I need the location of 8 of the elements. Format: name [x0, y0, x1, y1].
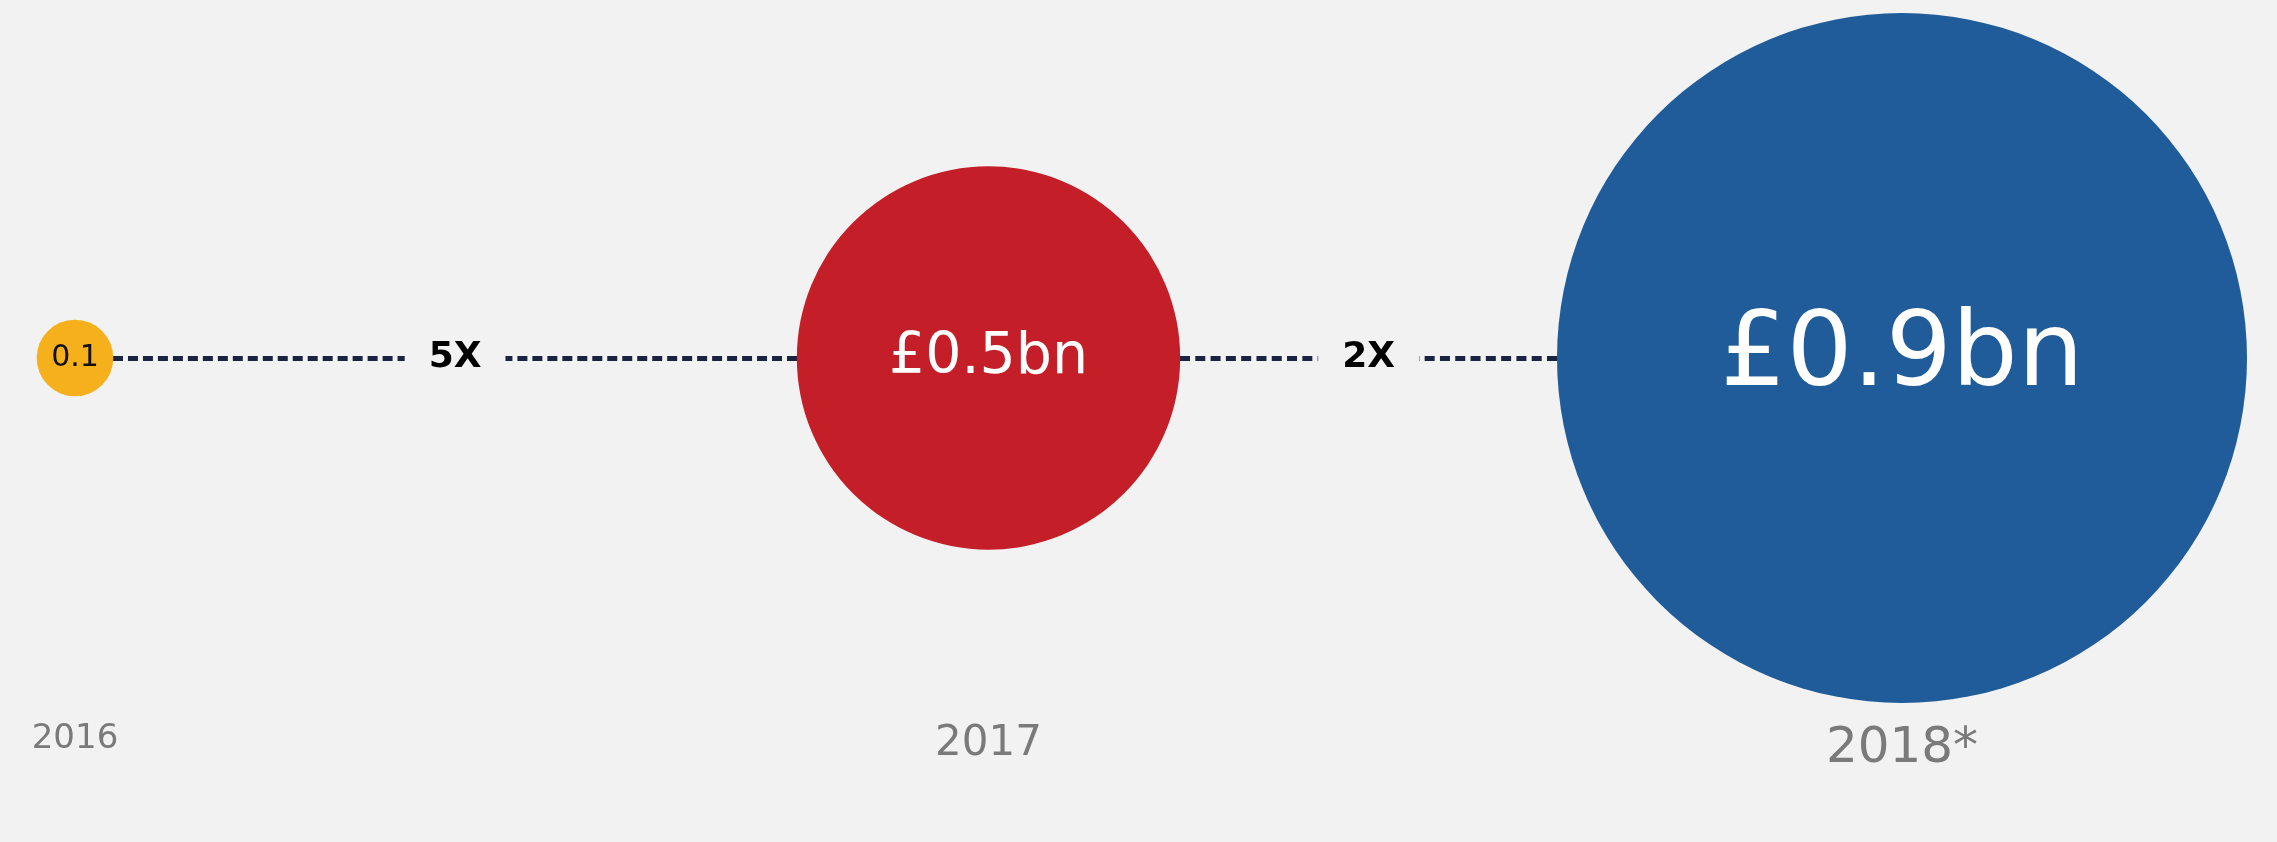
category-label: 2016 [31, 716, 119, 757]
text: 2X [1342, 334, 1396, 376]
text: 5X [428, 334, 482, 376]
data-label: 0.1 [51, 337, 99, 373]
data-label: £0.9bn [1720, 288, 2084, 411]
category-label: 2018* [1825, 715, 1979, 774]
category-label: 2017 [935, 716, 1042, 766]
data-label: £0.5bn [888, 319, 1089, 386]
